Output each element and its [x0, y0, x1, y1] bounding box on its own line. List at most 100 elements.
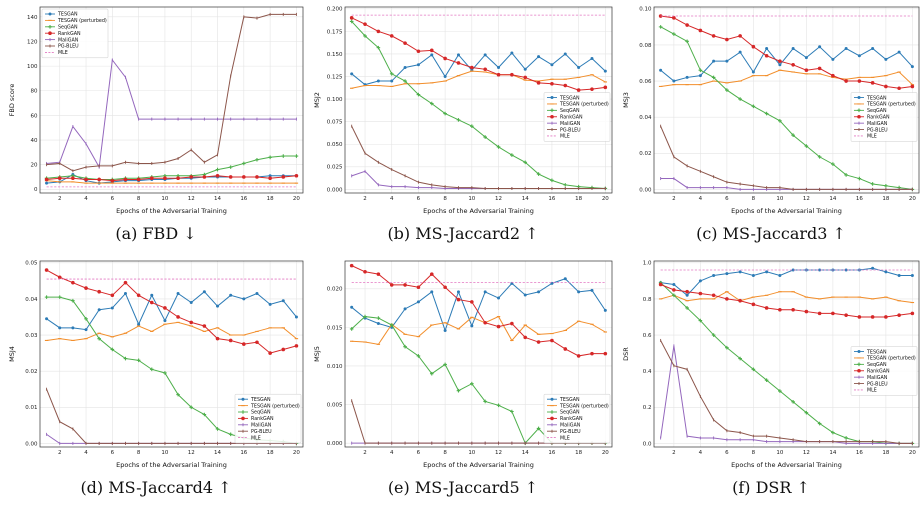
data-point	[711, 75, 716, 80]
data-point	[202, 412, 207, 417]
x-tick-label: 14	[214, 196, 221, 202]
x-tick-label: 10	[776, 450, 783, 456]
data-point	[294, 344, 299, 348]
legend-label: MLE	[58, 50, 68, 56]
legend-item-pg-bleu: PG-BLEU	[45, 44, 79, 50]
y-tick-label: 120	[27, 39, 38, 45]
x-tick-label: 18	[575, 196, 582, 202]
series-line	[351, 52, 606, 86]
data-point	[57, 295, 62, 299]
legend-label: MaliGAN	[251, 423, 272, 429]
data-point	[550, 81, 554, 86]
legend-item-mle: MLE	[45, 50, 68, 56]
data-point	[163, 306, 167, 310]
data-point	[71, 326, 75, 330]
data-point	[202, 290, 206, 294]
data-point	[884, 183, 888, 188]
data-point	[577, 290, 581, 294]
data-point	[550, 108, 554, 113]
data-point	[363, 34, 367, 38]
y-tick-label: 0.01	[25, 405, 37, 411]
data-point	[844, 436, 848, 440]
data-point	[268, 155, 272, 160]
data-point	[536, 172, 541, 176]
data-point	[281, 299, 285, 303]
legend-label: MaliGAN	[867, 375, 888, 381]
x-tick-label: 12	[495, 196, 502, 202]
series-line	[351, 315, 606, 345]
data-point	[215, 336, 220, 341]
data-point	[149, 367, 154, 372]
data-point	[376, 79, 380, 83]
data-point	[523, 160, 528, 165]
series-line	[660, 26, 913, 190]
plot-area	[658, 266, 915, 446]
data-point	[725, 297, 729, 301]
data-point	[189, 320, 194, 325]
line-chart-svg: 2 4 6 8 10 12 14 16 18 20 0.0 0.2 0.4 0.6 0.8 1.0 Epochs…	[622, 260, 920, 469]
data-point	[764, 378, 769, 382]
data-point	[698, 279, 702, 283]
line-chart-svg: 2 4 6 8 10 12 14 16 18 20 0.000 0.025 0.050 0.075 0.10…	[313, 6, 613, 215]
data-point	[778, 307, 782, 312]
data-point	[778, 389, 782, 393]
data-point	[163, 176, 167, 181]
data-point	[818, 268, 822, 272]
data-point	[844, 79, 848, 83]
x-tick-label: 6	[417, 196, 421, 202]
x-tick-label: 2	[672, 196, 676, 202]
data-point	[84, 286, 88, 290]
y-tick-label: 1.0	[643, 261, 652, 267]
data-point	[443, 75, 447, 79]
x-tick-label: 4	[84, 450, 88, 456]
data-point	[470, 300, 474, 304]
data-point	[550, 63, 554, 67]
series-line	[351, 21, 606, 189]
data-point	[71, 176, 75, 181]
data-point	[97, 289, 101, 294]
legend-item-maligan: MaliGAN	[854, 121, 888, 127]
data-point	[751, 44, 756, 49]
y-tick-label: 0.200	[327, 7, 343, 13]
legend-label: TESGAN	[559, 397, 580, 403]
data-point	[831, 57, 835, 61]
series-line	[46, 13, 297, 172]
data-point	[443, 328, 447, 332]
series-line	[351, 265, 606, 357]
data-point	[698, 318, 703, 323]
data-point	[523, 335, 528, 340]
x-tick-label: 18	[267, 196, 274, 202]
data-point	[349, 263, 354, 268]
data-point	[268, 351, 272, 355]
data-point	[563, 347, 568, 351]
legend-item-mle: MLE	[854, 134, 877, 140]
data-point	[857, 350, 861, 354]
legend-label: TESGAN	[866, 349, 887, 355]
figure-caption: (a) FBD ↓	[115, 224, 197, 243]
data-point	[804, 309, 809, 314]
data-point	[791, 307, 795, 312]
data-point	[294, 315, 298, 319]
x-tick-label: 8	[752, 450, 756, 456]
series-pg-bleu	[46, 12, 297, 173]
data-point	[764, 306, 769, 310]
y-tick-label: 0.125	[327, 74, 343, 80]
legend-item-maligan: MaliGAN	[45, 37, 79, 43]
series-line	[660, 15, 913, 89]
x-tick-label: 12	[803, 450, 810, 456]
data-point	[97, 177, 101, 182]
data-point	[45, 317, 49, 321]
data-point	[523, 67, 527, 71]
data-point	[136, 177, 141, 182]
data-point	[294, 154, 299, 158]
data-point	[48, 25, 52, 29]
x-axis-label: Epochs of the Adversarial Training	[423, 207, 534, 215]
data-point	[685, 39, 689, 44]
plot-area	[349, 14, 608, 191]
series-line	[660, 46, 913, 82]
y-tick-label: 0.04	[25, 297, 38, 303]
legend-label: SeqGAN	[251, 410, 271, 416]
legend-label: TESGAN (perturbed)	[559, 403, 609, 409]
series-line	[351, 125, 606, 189]
